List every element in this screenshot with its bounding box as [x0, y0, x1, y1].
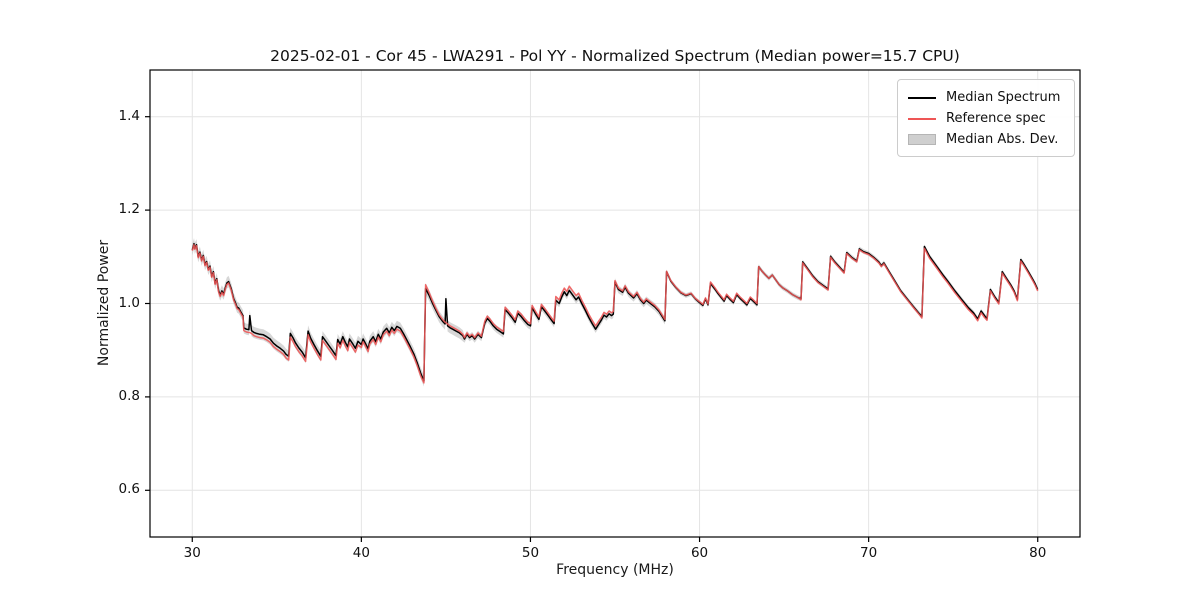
y-tick-label: 1.2 — [118, 201, 140, 218]
mad-band — [192, 238, 1038, 387]
median-line-swatch-icon — [908, 96, 936, 99]
x-tick-label: 30 — [183, 545, 201, 561]
x-axis-label: Frequency (MHz) — [556, 562, 674, 578]
legend-item-reference-spec: Reference spec — [908, 108, 1064, 129]
legend-item-median-spectrum: Median Spectrum — [908, 87, 1064, 108]
x-tick-label: 80 — [1029, 545, 1047, 561]
median-spectrum-line — [191, 242, 1039, 382]
y-tick-label: 0.8 — [118, 387, 140, 404]
y-tick-label: 0.6 — [118, 481, 140, 498]
y-tick-label: 1.0 — [118, 294, 140, 311]
reference-line-swatch-icon — [908, 117, 936, 120]
legend-label: Reference spec — [946, 111, 1046, 126]
legend: Median Spectrum Reference spec Median Ab… — [897, 79, 1075, 157]
legend-item-median-abs-dev: Median Abs. Dev. — [908, 129, 1064, 150]
reference-spec-line — [191, 243, 1039, 384]
legend-label: Median Spectrum — [946, 90, 1061, 105]
x-tick-label: 70 — [860, 545, 878, 561]
mad-patch-swatch-icon — [908, 134, 936, 145]
x-tick-label: 60 — [690, 545, 709, 561]
x-tick-label: 50 — [521, 545, 540, 561]
legend-label: Median Abs. Dev. — [946, 132, 1059, 147]
y-tick-label: 1.4 — [118, 107, 140, 124]
x-tick-label: 40 — [352, 545, 370, 561]
chart-title: 2025-02-01 - Cor 45 - LWA291 - Pol YY - … — [270, 47, 960, 65]
